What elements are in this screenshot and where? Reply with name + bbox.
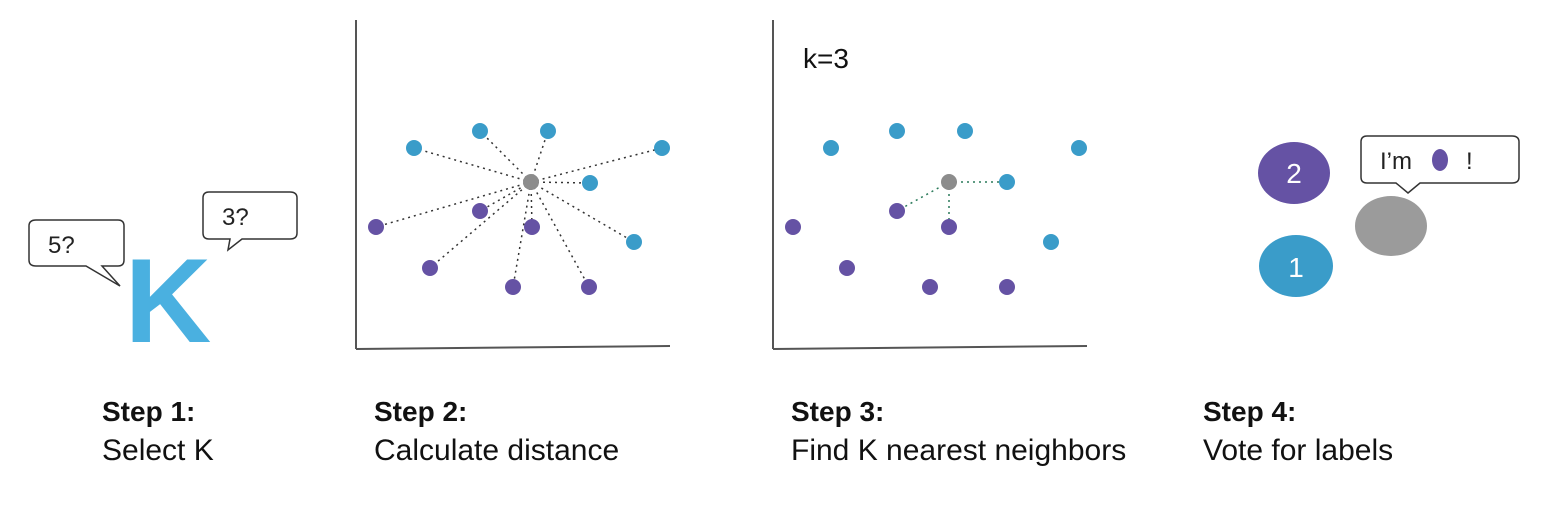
speech-suffix: !: [1466, 148, 1473, 175]
step3-point-blue: [823, 140, 839, 156]
k-letter: K: [125, 234, 212, 368]
step2-title: Step 2:: [374, 396, 468, 427]
bubble-left-text: 5?: [48, 232, 75, 259]
step2-point-blue: [406, 140, 422, 156]
step4-title: Step 4:: [1203, 396, 1297, 427]
step3-point-purple: [889, 203, 905, 219]
step3-point-blue: [1071, 140, 1087, 156]
step2-point-purple: [422, 260, 438, 276]
blue-vote-count: 1: [1288, 252, 1304, 283]
step3-point-blue: [889, 123, 905, 139]
step3-plot: k=3: [772, 20, 1088, 350]
step2-distance-lines: [375, 130, 663, 288]
step2-plot: [355, 20, 671, 350]
step3-point-purple: [999, 279, 1015, 295]
step2-point-purple: [472, 203, 488, 219]
purple-dot-icon: [1432, 149, 1448, 171]
step3-point-blue: [999, 174, 1015, 190]
step3-desc: Find K nearest neighbors: [791, 434, 1127, 467]
speech-bubble-right: 3?: [202, 191, 298, 252]
speech-bubble-left: 5?: [28, 219, 125, 287]
step3-point-blue: [1043, 234, 1059, 250]
step3-x-axis: [772, 345, 1088, 350]
step2-point-blue: [582, 175, 598, 191]
step3-point-purple: [922, 279, 938, 295]
speech-bubble-step4: I’m !: [1360, 135, 1520, 194]
step2-x-axis: [355, 345, 671, 350]
step2-point-blue: [654, 140, 670, 156]
k-equals-label: k=3: [803, 43, 849, 74]
step3-point-blue: [957, 123, 973, 139]
step2-point-purple: [505, 279, 521, 295]
step4-graphic: 2 1 I’m !: [1258, 135, 1520, 297]
step3-points: [785, 123, 1087, 295]
step2-point-blue: [626, 234, 642, 250]
step2-query-point: [523, 174, 539, 190]
blue-vote-circle: [1259, 235, 1333, 297]
step2-desc: Calculate distance: [374, 434, 620, 467]
step1-graphic: K 5? 3?: [28, 191, 298, 368]
step2-point-purple: [524, 219, 540, 235]
step2-point-blue: [472, 123, 488, 139]
step3-point-purple: [785, 219, 801, 235]
step2-points: [368, 123, 670, 295]
step2-point-blue: [540, 123, 556, 139]
speech-prefix: I’m: [1380, 148, 1412, 175]
step2-point-purple: [368, 219, 384, 235]
step4-desc: Vote for labels: [1203, 434, 1394, 467]
step1-title: Step 1:: [102, 396, 196, 427]
step1-desc: Select K: [102, 434, 214, 467]
query-point-large: [1355, 196, 1427, 256]
step3-query-point: [941, 174, 957, 190]
purple-vote-count: 2: [1286, 158, 1302, 189]
step2-point-purple: [581, 279, 597, 295]
purple-vote-circle: [1258, 142, 1330, 204]
step3-title: Step 3:: [791, 396, 885, 427]
step3-point-purple: [839, 260, 855, 276]
bubble-right-text: 3?: [222, 204, 249, 231]
step3-point-purple: [941, 219, 957, 235]
